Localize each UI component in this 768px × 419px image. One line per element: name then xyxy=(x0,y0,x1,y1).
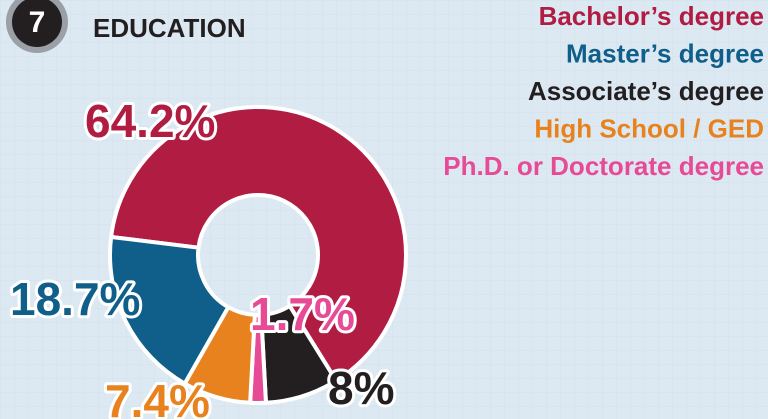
value-label: 1.7% xyxy=(250,288,355,340)
slice xyxy=(108,234,231,386)
legend-entry: High School / GED xyxy=(534,113,764,143)
value-label: 8% xyxy=(328,362,394,414)
value-label: 7.4% xyxy=(105,375,210,419)
badge xyxy=(12,0,62,47)
legend-entry: Ph.D. or Doctorate degree xyxy=(443,151,764,181)
slice xyxy=(109,105,408,383)
legend-entry: Master’s degree xyxy=(566,38,764,68)
value-label: 18.7% xyxy=(10,273,140,325)
legend-entry: Bachelor’s degree xyxy=(539,1,764,31)
donut xyxy=(108,105,408,405)
chart-title: EDUCATION xyxy=(93,13,246,43)
badge-number: 7 xyxy=(29,6,46,39)
legend-entry: Associate’s degree xyxy=(528,76,764,106)
value-label: 64.2% xyxy=(85,95,215,147)
